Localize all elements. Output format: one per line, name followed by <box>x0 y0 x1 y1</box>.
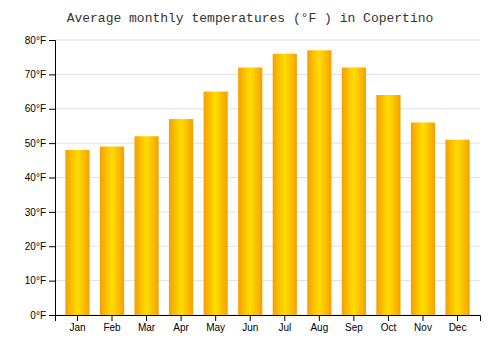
bar <box>376 95 400 315</box>
tick-mark <box>49 212 55 213</box>
bar <box>134 136 158 315</box>
tick-mark <box>457 315 458 321</box>
tick-label: 70°F <box>25 69 46 80</box>
tick: Nov <box>414 315 432 333</box>
tick-label: 40°F <box>25 172 46 183</box>
tick-mark <box>146 315 147 321</box>
tick: May <box>206 315 225 333</box>
tick-label: Nov <box>414 322 432 333</box>
tick-label: Mar <box>138 322 156 333</box>
tick-mark <box>49 109 55 110</box>
tick: 0°F <box>30 310 55 321</box>
bar <box>100 147 124 315</box>
chart: 0°F 10°F 20°F 30°F 40°F 50°F 60°F 70°F 80°F Jan Fe… <box>0 0 500 350</box>
tick-label: Jun <box>242 322 258 333</box>
tick-label: 60°F <box>25 103 46 114</box>
bar <box>307 50 331 315</box>
tick-mark <box>319 315 320 321</box>
bar <box>342 68 366 316</box>
tick-label: Oct <box>381 322 397 333</box>
tick-mark <box>49 246 55 247</box>
tick: Sep <box>345 315 363 333</box>
bar <box>204 92 228 315</box>
tick: Jul <box>278 315 291 333</box>
tick-mark <box>49 281 55 282</box>
y-axis: 0°F 10°F 20°F 30°F 40°F 50°F 60°F 70°F 80°F <box>25 35 56 321</box>
tick: Jan <box>69 315 85 333</box>
tick: Oct <box>381 315 397 333</box>
bars <box>65 50 469 315</box>
tick-mark <box>49 143 55 144</box>
tick: Mar <box>138 315 156 333</box>
tick-label: 30°F <box>25 207 46 218</box>
tick-label: 0°F <box>30 310 46 321</box>
tick-mark <box>422 315 423 321</box>
tick-label: Apr <box>173 322 189 333</box>
bar <box>169 119 193 315</box>
tick-mark <box>112 315 113 321</box>
tick: 30°F <box>25 207 55 218</box>
tick-mark <box>388 315 389 321</box>
tick-mark <box>250 315 251 321</box>
bar <box>238 68 262 316</box>
tick: 50°F <box>25 138 55 149</box>
tick: Aug <box>310 315 328 333</box>
plot: 0°F 10°F 20°F 30°F 40°F 50°F 60°F 70°F 80°F Jan Fe… <box>25 35 481 333</box>
tick-label: Jul <box>278 322 291 333</box>
tick-mark <box>181 315 182 321</box>
grid-line <box>55 40 480 41</box>
tick-mark <box>49 40 55 41</box>
axis-line <box>56 316 481 322</box>
tick: 40°F <box>25 172 55 183</box>
bar <box>273 54 297 315</box>
tick-mark <box>49 315 55 316</box>
tick-label: 50°F <box>25 138 46 149</box>
bar <box>65 150 89 315</box>
tick: 60°F <box>25 103 55 114</box>
x-axis: Jan Feb Mar Apr May Jun Jul Aug Sep Oct Nov Dec <box>56 315 481 333</box>
tick: Feb <box>103 315 121 333</box>
tick: 70°F <box>25 69 55 80</box>
tick-mark <box>49 178 55 179</box>
tick-label: 20°F <box>25 241 46 252</box>
tick: Apr <box>173 315 189 333</box>
tick-mark <box>49 74 55 75</box>
tick-label: 80°F <box>25 35 46 46</box>
tick-label: Aug <box>310 322 328 333</box>
tick-mark <box>215 315 216 321</box>
tick-mark <box>77 315 78 321</box>
tick-label: Jan <box>69 322 85 333</box>
tick-mark <box>284 315 285 321</box>
tick: 10°F <box>25 275 55 286</box>
tick: 80°F <box>25 35 55 46</box>
tick-label: May <box>206 322 225 333</box>
bar <box>445 140 469 315</box>
bar <box>411 123 435 316</box>
tick-label: Feb <box>103 322 121 333</box>
grid-line <box>55 108 480 109</box>
tick-mark <box>353 315 354 321</box>
axis-line <box>49 41 56 316</box>
title: Average monthly temperatures (°F ) in Co… <box>67 11 434 26</box>
tick: Dec <box>449 315 467 333</box>
tick-label: Sep <box>345 322 363 333</box>
tick-label: Dec <box>449 322 467 333</box>
grid <box>55 40 480 315</box>
tick: 20°F <box>25 241 55 252</box>
tick-label: 10°F <box>25 275 46 286</box>
tick: Jun <box>242 315 258 333</box>
grid-line <box>55 74 480 75</box>
